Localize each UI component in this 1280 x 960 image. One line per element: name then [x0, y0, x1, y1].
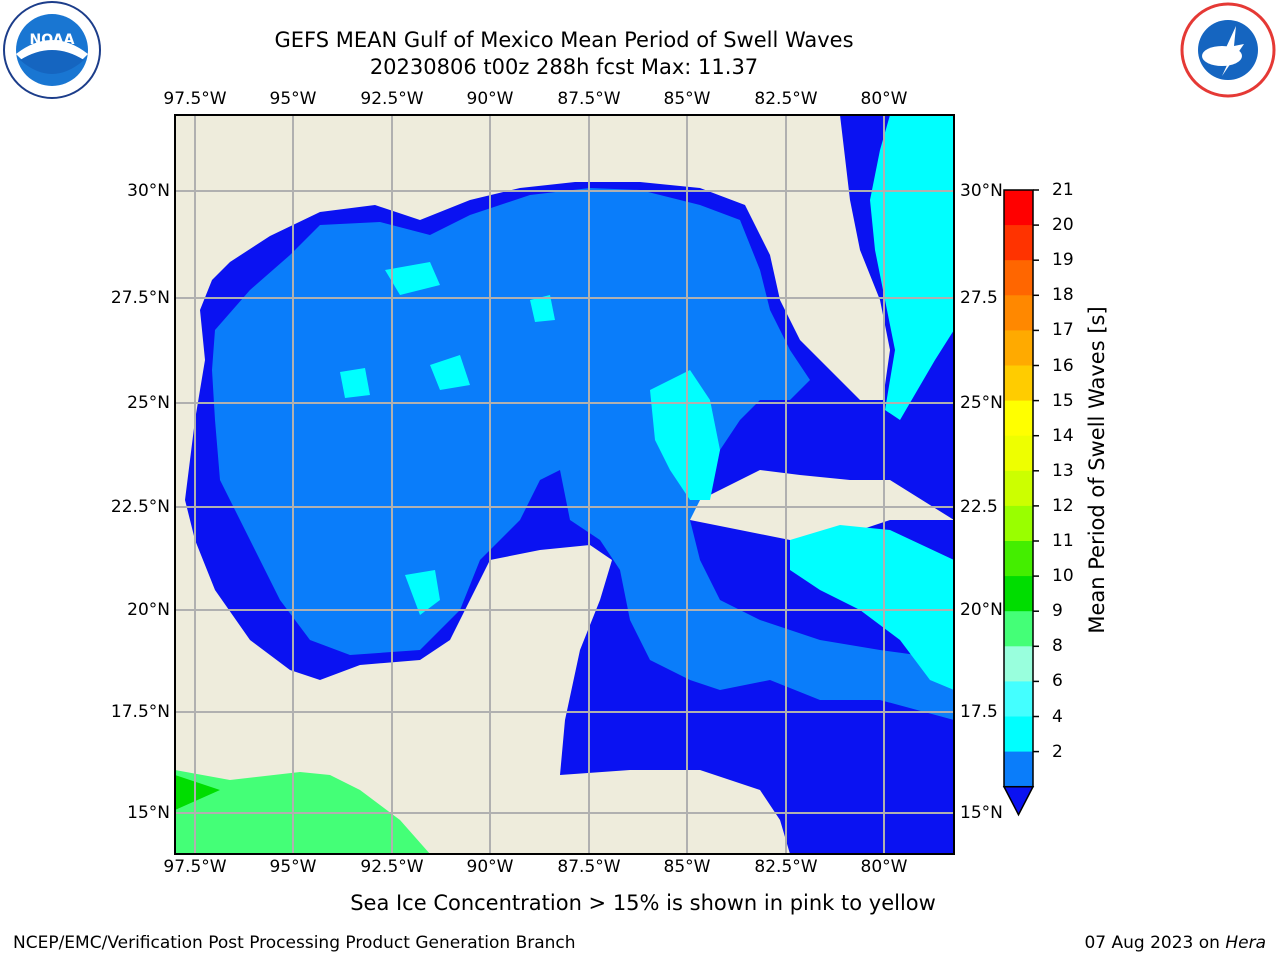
colorbar	[1002, 189, 1039, 817]
lon-label-top: 80°W	[860, 89, 908, 109]
lon-label-bottom: 90°W	[466, 857, 514, 877]
colorbar-segment	[1004, 505, 1033, 542]
colorbar-segment	[1004, 260, 1033, 296]
lon-label-top: 95°W	[269, 89, 317, 109]
colorbar-tick-label: 9	[1052, 601, 1063, 622]
lon-label-bottom: 80°W	[860, 857, 908, 877]
lat-label-left: 25°N	[127, 393, 170, 413]
gulf-ocean-mid	[212, 188, 954, 720]
lat-label-right: 25°N	[960, 393, 1003, 413]
lat-label-right: 15°N	[960, 803, 1003, 823]
colorbar-tick-label: 17	[1052, 320, 1074, 341]
noaa-logo: NOAA	[3, 1, 101, 99]
colorbar-segment	[1004, 295, 1033, 331]
colorbar-segment	[1004, 541, 1033, 577]
colorbar-tick-label: 15	[1052, 390, 1074, 411]
light-patch	[340, 368, 370, 398]
colorbar-tick-label: 20	[1052, 215, 1074, 236]
caribbean-light	[790, 525, 954, 690]
colorbar-tick-label: 21	[1052, 180, 1074, 200]
footer-credit: NCEP/EMC/Verification Post Processing Pr…	[13, 933, 576, 953]
light-patch	[385, 262, 440, 295]
pacific-green	[175, 775, 220, 810]
lat-label-left: 20°N	[127, 600, 170, 620]
colorbar-tick-label: 2	[1052, 741, 1063, 762]
lon-label-bottom: 92.5°W	[360, 857, 424, 877]
colorbar-segment	[1004, 365, 1033, 402]
colorbar-tick-label: 8	[1052, 636, 1063, 657]
colorbar-segment	[1004, 646, 1033, 682]
colorbar-tick-label: 10	[1052, 566, 1074, 587]
colorbar-segment	[1004, 681, 1033, 717]
colorbar-tick-label: 6	[1052, 671, 1063, 692]
map-panel	[174, 114, 955, 855]
colorbar-frame	[1003, 189, 1034, 788]
colorbar-tick-label: 12	[1052, 495, 1074, 516]
sea-ice-note: Sea Ice Concentration > 15% is shown in …	[350, 891, 936, 915]
colorbar-extend-arrow	[1002, 785, 1035, 817]
lat-label-left: 30°N	[127, 181, 170, 201]
lat-label-right: 30°N	[960, 181, 1003, 201]
svg-text:NOAA: NOAA	[30, 32, 75, 48]
light-patch	[530, 295, 555, 322]
lon-label-bottom: 87.5°W	[557, 857, 621, 877]
colorbar-tick-label: 14	[1052, 425, 1074, 446]
footer-date-text: 07 Aug 2023 on	[1084, 933, 1226, 953]
lat-label-left: 17.5°N	[110, 702, 170, 722]
colorbar-tick-label: 16	[1052, 355, 1074, 376]
colorbar-tick-label: 13	[1052, 460, 1074, 481]
lon-label-top: 92.5°W	[360, 89, 424, 109]
lon-label-bottom: 95°W	[269, 857, 317, 877]
colorbar-segment	[1004, 470, 1033, 507]
lon-label-top: 87.5°W	[557, 89, 621, 109]
colorbar-tick-label: 19	[1052, 250, 1074, 271]
light-patch	[430, 355, 470, 390]
lon-label-top: 82.5°W	[754, 89, 818, 109]
colorbar-segment	[1004, 751, 1033, 788]
colorbar-segment	[1004, 611, 1033, 647]
colorbar-segment	[1004, 400, 1033, 437]
map-frame	[174, 114, 955, 855]
colorbar-segment	[1004, 330, 1033, 366]
colorbar-tick-label: 4	[1052, 706, 1063, 727]
colorbar-tick-label: 11	[1052, 531, 1074, 551]
lat-label-right: 22.5	[960, 497, 998, 517]
colorbar-segment	[1004, 225, 1033, 261]
lat-label-right: 20°N	[960, 600, 1003, 620]
colorbar-label: Mean Period of Swell Waves [s]	[1085, 306, 1109, 634]
lon-label-top: 97.5°W	[163, 89, 227, 109]
lat-label-left: 15°N	[127, 803, 170, 823]
lon-label-top: 85°W	[663, 89, 711, 109]
lon-label-top: 90°W	[466, 89, 514, 109]
colorbar-tick-label: 18	[1052, 285, 1074, 306]
map-title: GEFS MEAN Gulf of Mexico Mean Period of …	[274, 28, 854, 52]
nws-logo	[1180, 2, 1276, 98]
lon-label-bottom: 85°W	[663, 857, 711, 877]
map-subtitle: 20230806 t00z 288h fcst Max: 11.37	[369, 55, 759, 79]
colorbar-segment	[1004, 435, 1033, 472]
colorbar-segment	[1004, 190, 1033, 226]
colorbar-segment	[1004, 576, 1033, 612]
lat-label-left: 22.5°N	[110, 497, 170, 517]
light-patch	[405, 570, 440, 615]
footer-host: Hera	[1225, 933, 1266, 953]
lon-label-bottom: 97.5°W	[163, 857, 227, 877]
lat-label-right: 17.5	[960, 702, 998, 722]
grid-lines	[175, 115, 954, 854]
lon-label-bottom: 82.5°W	[754, 857, 818, 877]
colorbar-segment	[1004, 716, 1033, 753]
footer-date: 07 Aug 2023 on Hera	[1084, 933, 1266, 953]
lat-label-right: 27.5	[960, 288, 998, 308]
lat-label-left: 27.5°N	[110, 288, 170, 308]
